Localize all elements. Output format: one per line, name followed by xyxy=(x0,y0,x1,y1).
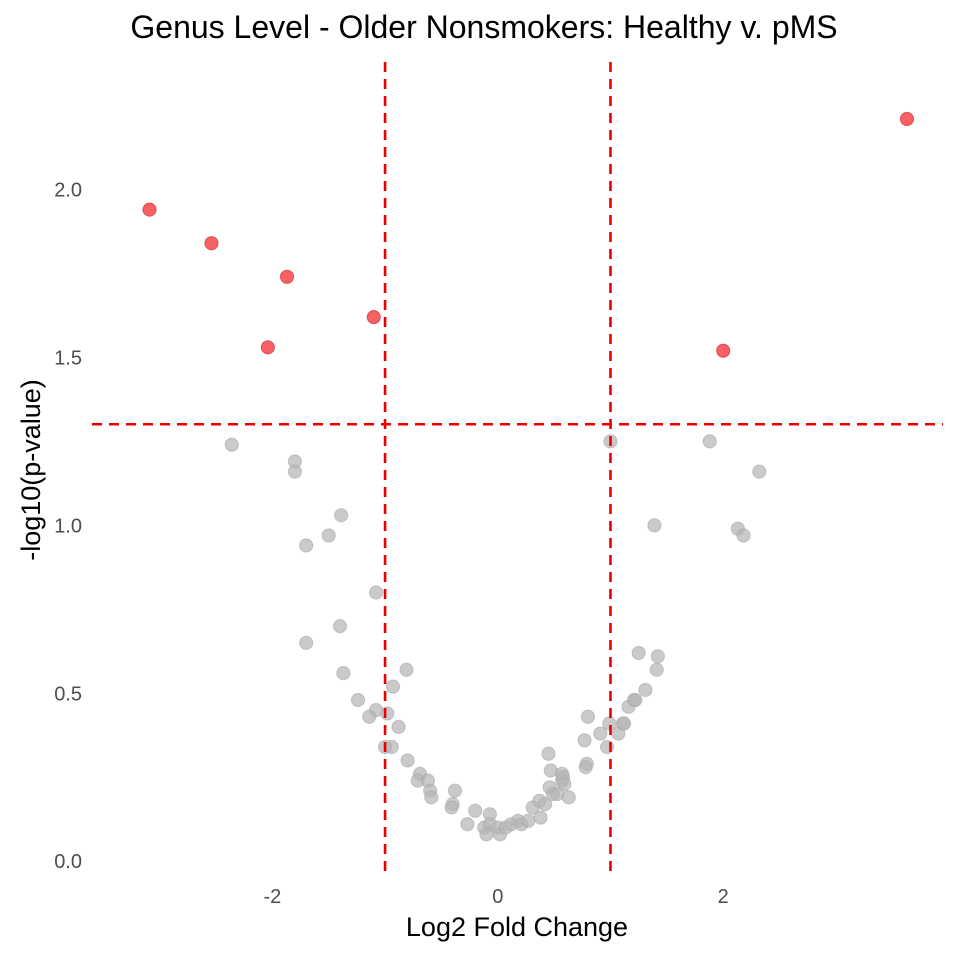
point xyxy=(702,434,717,449)
point xyxy=(391,719,406,734)
point xyxy=(368,585,384,600)
point xyxy=(650,649,665,664)
plot-panel: -2 0 2 0.0 0.5 1.0 1.5 2.0 xyxy=(54,62,943,908)
point xyxy=(638,682,653,698)
point xyxy=(334,508,349,523)
point xyxy=(321,528,336,543)
point xyxy=(287,464,302,479)
point xyxy=(538,797,553,812)
x-tick-label: -2 xyxy=(263,886,281,908)
point xyxy=(752,464,767,479)
chart-title: Genus Level - Older Nonsmokers: Healthy … xyxy=(130,9,837,45)
point xyxy=(647,518,662,533)
point xyxy=(593,726,608,741)
point xyxy=(299,538,314,553)
point xyxy=(385,679,401,694)
point xyxy=(736,528,751,543)
point xyxy=(580,709,596,724)
significant-point xyxy=(716,343,731,358)
y-tick-label: 0.0 xyxy=(54,851,82,873)
point xyxy=(444,800,459,815)
point xyxy=(578,760,593,775)
point xyxy=(399,662,414,677)
point xyxy=(299,635,314,650)
point xyxy=(557,776,572,792)
point xyxy=(424,790,439,805)
significant-point xyxy=(260,340,275,355)
significant-point xyxy=(366,310,381,325)
point xyxy=(628,692,643,708)
point xyxy=(521,813,536,829)
point xyxy=(468,803,483,818)
point xyxy=(649,662,664,677)
x-axis-title: Log2 Fold Change xyxy=(406,912,628,942)
point xyxy=(380,706,395,721)
point xyxy=(616,716,632,731)
x-tick-label: 2 xyxy=(718,886,729,908)
point xyxy=(336,666,351,681)
point xyxy=(362,709,377,724)
point xyxy=(631,645,646,661)
point xyxy=(541,746,556,761)
y-tick-label: 1.0 xyxy=(54,515,82,537)
y-tick-label: 0.5 xyxy=(54,683,82,705)
significant-point xyxy=(204,236,219,251)
point xyxy=(460,817,475,832)
y-tick-label: 2.0 xyxy=(54,179,82,201)
significant-point xyxy=(279,269,295,284)
point xyxy=(533,810,548,825)
point xyxy=(332,619,348,634)
point xyxy=(400,753,415,768)
significant-point xyxy=(142,202,157,217)
point xyxy=(561,790,576,805)
y-axis-title: -log10(p-value) xyxy=(16,379,46,561)
point xyxy=(224,437,239,452)
point xyxy=(350,692,366,708)
point xyxy=(447,783,463,798)
point xyxy=(577,733,592,748)
y-tick-label: 1.5 xyxy=(54,347,82,369)
x-tick-label: 0 xyxy=(492,886,503,908)
significant-point xyxy=(899,111,915,127)
